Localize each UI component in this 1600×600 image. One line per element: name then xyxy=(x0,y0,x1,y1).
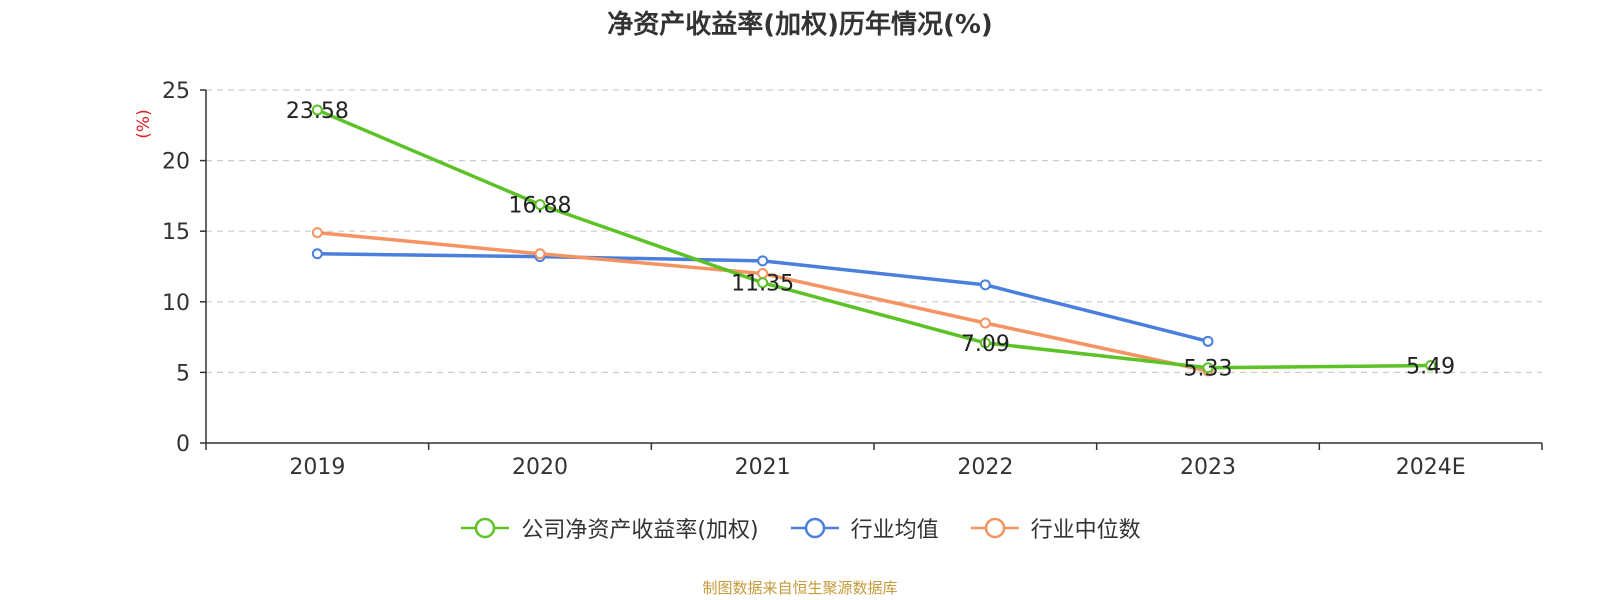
y-tick-label: 0 xyxy=(176,432,190,457)
legend-label: 行业中位数 xyxy=(1030,518,1141,543)
data-label: 23.58 xyxy=(286,99,349,124)
series-line xyxy=(316,108,1431,370)
data-label: 5.49 xyxy=(1406,354,1455,379)
y-tick-label: 5 xyxy=(176,361,190,386)
legend-label: 行业均值 xyxy=(850,518,939,543)
x-tick-label: 2024E xyxy=(1396,455,1466,480)
legend-label: 公司净资产收益率(加权) xyxy=(521,518,759,543)
data-point xyxy=(534,199,546,211)
data-point xyxy=(1202,335,1214,347)
y-tick-label: 10 xyxy=(162,291,190,316)
x-tick-label: 2023 xyxy=(1180,455,1236,480)
data-point xyxy=(1425,359,1437,371)
data-source-note: 制图数据来自恒生聚源数据库 xyxy=(702,579,898,597)
data-point xyxy=(979,337,991,349)
data-point xyxy=(1202,362,1214,374)
data-point xyxy=(979,279,991,291)
x-tick-label: 2019 xyxy=(289,455,345,480)
legend-line-circle-icon xyxy=(461,517,510,539)
y-tick-label: 20 xyxy=(162,150,190,175)
data-point xyxy=(311,227,323,239)
x-tick-label: 2020 xyxy=(512,455,568,480)
data-label: 7.09 xyxy=(961,332,1010,357)
data-point xyxy=(311,104,323,116)
data-point xyxy=(757,277,769,289)
data-point xyxy=(979,317,991,329)
y-tick-label: 25 xyxy=(162,79,190,104)
y-tick-label: 15 xyxy=(162,220,190,245)
legend-item[interactable]: 行业均值 xyxy=(789,512,939,544)
legend-item[interactable]: 公司净资产收益率(加权) xyxy=(459,512,759,544)
data-label: 5.33 xyxy=(1184,357,1233,382)
legend: 公司净资产收益率(加权) 行业均值 行业中位数 xyxy=(0,512,1600,544)
data-point xyxy=(757,255,769,267)
data-point xyxy=(311,248,323,260)
data-point xyxy=(534,248,546,260)
y-axis-label: (%) xyxy=(134,109,154,138)
chart-title: 净资产收益率(加权)历年情况(%) xyxy=(607,10,993,40)
legend-item[interactable]: 行业中位数 xyxy=(969,512,1141,544)
series-line xyxy=(317,252,1209,344)
data-label: 11.35 xyxy=(731,272,794,297)
data-label: 16.88 xyxy=(509,194,572,219)
x-tick-label: 2021 xyxy=(735,455,791,480)
x-tick-label: 2022 xyxy=(957,455,1013,480)
legend-line-circle-icon xyxy=(970,517,1019,539)
legend-line-circle-icon xyxy=(790,517,839,539)
